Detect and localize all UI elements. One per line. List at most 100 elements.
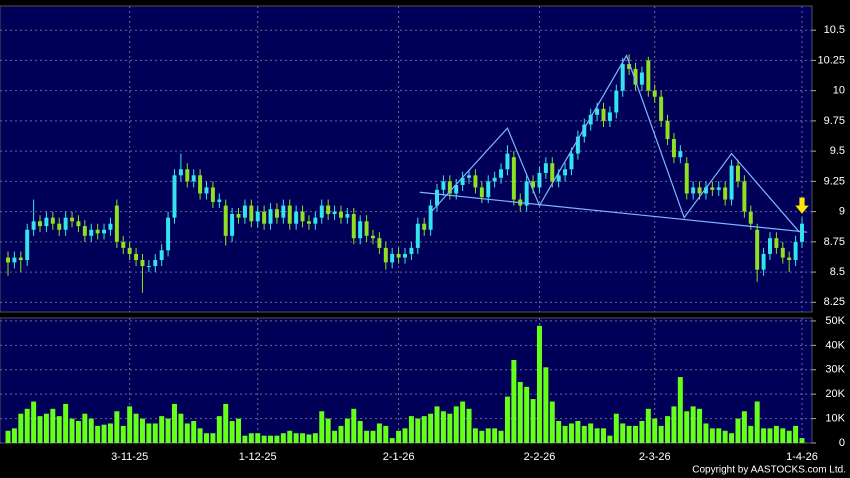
volume-bar: [408, 416, 414, 443]
volume-bar: [415, 418, 421, 443]
volume-bar: [517, 381, 523, 443]
volume-bar: [344, 418, 350, 443]
volume-bar: [434, 406, 440, 443]
volume-bar: [601, 428, 606, 443]
candle-body: [146, 266, 151, 268]
y-tick-label: 40K: [825, 339, 845, 351]
candle-body: [364, 221, 369, 236]
candle-body: [627, 64, 632, 69]
volume-bar: [268, 435, 274, 443]
volume-bar: [261, 435, 267, 443]
candle-body: [230, 214, 235, 236]
volume-bar: [248, 433, 254, 443]
volume-bar: [274, 435, 280, 443]
candle-body: [44, 217, 49, 227]
candle-body: [691, 187, 696, 194]
candle-body: [108, 223, 113, 230]
candle-body: [50, 217, 55, 224]
candle-body: [652, 90, 657, 97]
candle-body: [684, 163, 689, 194]
candle-body: [505, 153, 510, 170]
candle-body: [454, 185, 459, 194]
pattern-line: [419, 191, 808, 233]
volume-bar: [280, 433, 286, 443]
candle-body: [95, 229, 100, 234]
volume-bar: [139, 418, 145, 443]
volume-bar: [178, 413, 184, 443]
x-tick-label: 1-12-25: [239, 451, 277, 463]
volume-bar: [799, 438, 805, 443]
x-tick-label: 2-3-26: [639, 451, 671, 463]
candle-body: [338, 211, 343, 218]
candle-body: [639, 72, 644, 85]
volume-bar: [389, 438, 395, 443]
volume-bar: [255, 433, 261, 443]
volume-bar: [287, 430, 293, 443]
volume-bar: [5, 430, 11, 443]
candle-body: [531, 181, 536, 188]
candle-body: [63, 217, 68, 230]
candle-body: [556, 175, 561, 182]
candle-body: [76, 221, 81, 227]
candle-body: [351, 214, 356, 239]
volume-bar: [396, 430, 402, 443]
candle-body: [671, 139, 676, 158]
volume-bar: [709, 428, 715, 443]
y-tick-label: 20K: [825, 388, 845, 400]
volume-bar: [780, 428, 786, 443]
candle-body: [665, 120, 670, 140]
volume-bar: [114, 411, 120, 443]
volume-bar: [729, 433, 735, 443]
volume-bar: [75, 421, 81, 443]
y-tick-label: 10: [833, 85, 845, 97]
y-tick-label: 8.5: [830, 266, 845, 278]
copyright: Copyright by AASTOCKS.com Ltd.: [692, 465, 846, 476]
volume-bar: [633, 425, 639, 443]
volume-bar: [107, 423, 113, 443]
candle-body: [332, 211, 337, 215]
volume-bar: [530, 399, 536, 443]
volume-bar: [184, 423, 190, 443]
candle-body: [185, 169, 190, 182]
candle-body: [710, 187, 715, 190]
candle-body: [210, 187, 215, 202]
volume-bar: [236, 418, 242, 443]
candle-body: [543, 163, 548, 173]
candle-body: [166, 217, 171, 251]
volume-bar: [581, 425, 587, 443]
candle-body: [102, 229, 107, 234]
candle-body: [306, 221, 311, 224]
candle-body: [274, 209, 279, 218]
x-tick-label: 3-11-25: [111, 451, 148, 463]
candle-body: [761, 253, 766, 270]
candle-body: [460, 177, 465, 186]
y-tick-label: 0: [839, 437, 845, 449]
candle-body: [82, 226, 87, 236]
volume-bar: [370, 430, 376, 443]
candle-body: [607, 112, 612, 121]
candle-body: [780, 247, 785, 258]
signal-arrow: [794, 197, 810, 215]
volume-bar: [665, 416, 671, 443]
volume-bar: [31, 401, 37, 443]
volume-bar: [498, 430, 504, 443]
candle-body: [57, 223, 62, 230]
candle-body: [178, 169, 183, 176]
volume-bar: [229, 421, 235, 443]
volume-bar: [626, 425, 632, 443]
candle-body: [236, 214, 241, 218]
volume-bar: [741, 411, 747, 443]
volume-bar: [690, 406, 696, 443]
y-tick-label: 30K: [825, 364, 845, 376]
candle-body: [428, 205, 433, 230]
candle-body: [537, 172, 542, 188]
volume-bar: [383, 425, 389, 443]
volume-bar: [575, 421, 581, 443]
candle-body: [242, 205, 247, 218]
volume-bar: [786, 430, 792, 443]
candle-body: [620, 64, 625, 91]
candle-body: [134, 253, 139, 260]
y-tick-label: 50K: [825, 315, 845, 327]
volume-bar: [588, 423, 594, 443]
candle-body: [767, 238, 772, 254]
